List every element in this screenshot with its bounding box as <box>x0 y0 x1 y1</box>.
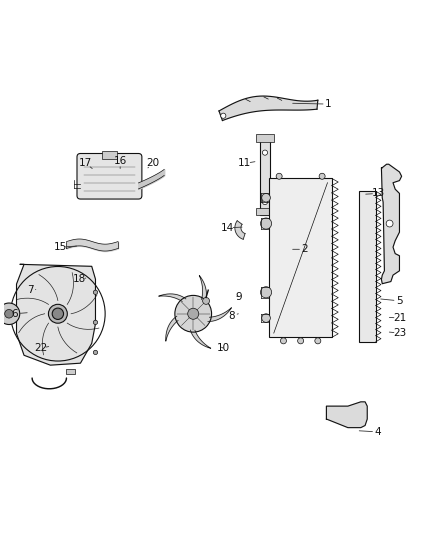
Bar <box>67 369 75 374</box>
Circle shape <box>386 220 393 227</box>
Text: 10: 10 <box>217 343 230 353</box>
Bar <box>255 134 275 142</box>
Circle shape <box>93 290 98 294</box>
Polygon shape <box>235 221 245 239</box>
Text: 14: 14 <box>221 223 234 233</box>
Text: 1: 1 <box>325 99 332 109</box>
Text: 9: 9 <box>235 292 242 302</box>
Circle shape <box>52 308 64 319</box>
Text: 7: 7 <box>27 285 33 295</box>
Circle shape <box>93 350 98 354</box>
Text: 23: 23 <box>393 328 406 338</box>
Circle shape <box>93 320 98 325</box>
Bar <box>102 151 117 159</box>
Text: 18: 18 <box>73 274 86 285</box>
Polygon shape <box>208 308 232 321</box>
Polygon shape <box>199 276 206 302</box>
Text: 11: 11 <box>238 158 251 168</box>
Circle shape <box>5 310 13 318</box>
Polygon shape <box>17 264 95 365</box>
Circle shape <box>262 314 270 322</box>
Circle shape <box>221 113 226 118</box>
FancyBboxPatch shape <box>77 154 142 199</box>
Polygon shape <box>219 96 318 120</box>
Circle shape <box>262 199 268 205</box>
Polygon shape <box>381 164 402 284</box>
Text: 13: 13 <box>371 189 385 198</box>
Text: 4: 4 <box>374 427 381 437</box>
Circle shape <box>262 150 268 155</box>
Circle shape <box>315 338 321 344</box>
Circle shape <box>175 295 212 332</box>
Circle shape <box>0 303 20 325</box>
Bar <box>260 138 270 215</box>
Circle shape <box>261 218 272 229</box>
Text: 21: 21 <box>393 313 406 323</box>
Text: 17: 17 <box>79 158 92 168</box>
Bar <box>359 191 376 342</box>
Text: 20: 20 <box>146 158 159 168</box>
Bar <box>269 179 332 337</box>
Text: 5: 5 <box>396 296 403 306</box>
Circle shape <box>188 308 199 319</box>
Text: 8: 8 <box>229 311 235 321</box>
Circle shape <box>262 193 270 202</box>
Polygon shape <box>326 402 367 427</box>
Text: 22: 22 <box>34 343 47 353</box>
Bar <box>255 208 275 215</box>
Text: 15: 15 <box>53 242 67 252</box>
Circle shape <box>319 173 325 179</box>
Circle shape <box>276 173 282 179</box>
Polygon shape <box>166 316 178 341</box>
Circle shape <box>280 338 286 344</box>
Circle shape <box>203 297 209 304</box>
Circle shape <box>298 338 304 344</box>
Text: 6: 6 <box>11 309 18 319</box>
Polygon shape <box>159 294 186 302</box>
Text: 16: 16 <box>113 156 127 166</box>
Polygon shape <box>191 330 211 348</box>
Circle shape <box>49 304 67 323</box>
Text: 2: 2 <box>302 244 308 254</box>
Circle shape <box>261 287 272 298</box>
